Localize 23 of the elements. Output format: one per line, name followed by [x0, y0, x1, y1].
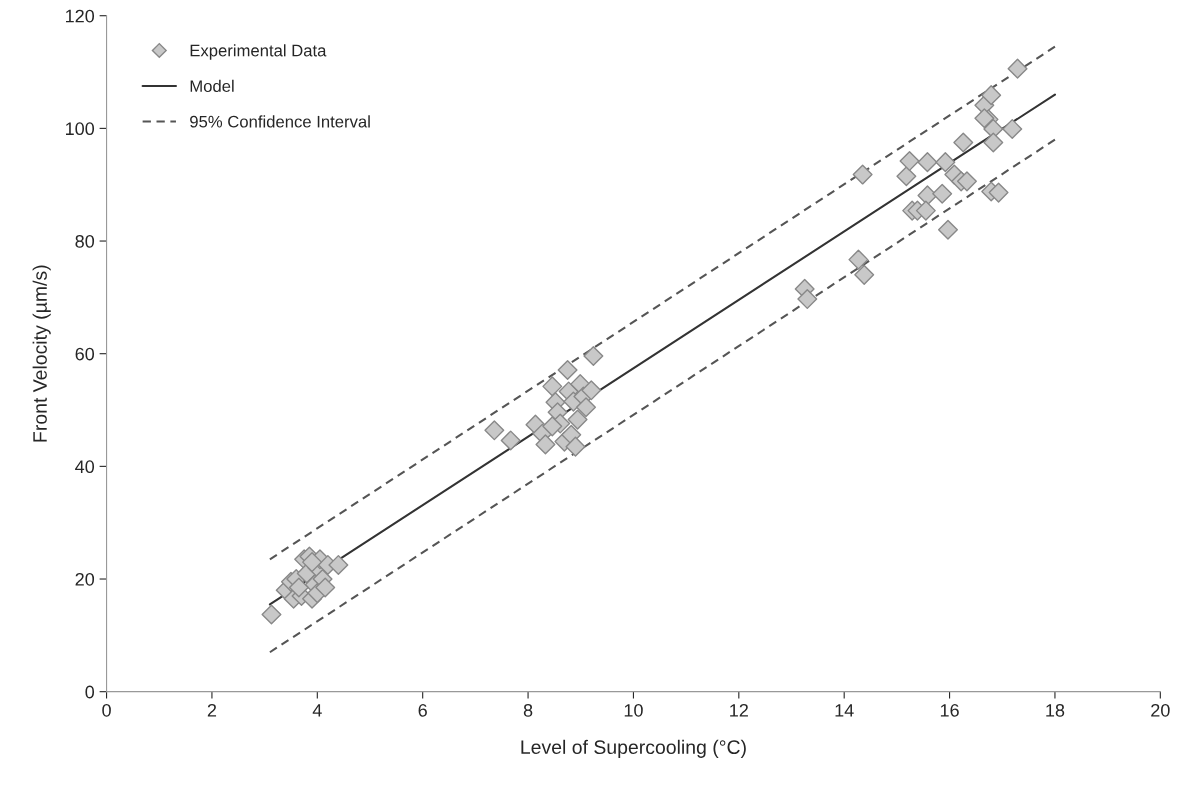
x-tick-label: 10 [624, 703, 643, 717]
y-tick-label: 100 [66, 122, 95, 136]
x-tick-label: 14 [835, 704, 854, 717]
y-tick-label: 120 [66, 9, 95, 23]
x-tick-label: 20 [1151, 703, 1170, 717]
x-tick-label: 12 [730, 703, 748, 717]
y-tick-label: 60 [75, 347, 95, 361]
y-axis-title: Front Velocity (µm/s) [32, 265, 51, 442]
y-tick-label: 20 [75, 572, 95, 586]
x-axis-title: Level of Supercooling (°C) [521, 739, 746, 758]
x-tick-label: 4 [312, 704, 322, 717]
x-tick-label: 2 [207, 703, 217, 717]
x-tick-label: 16 [940, 703, 959, 717]
legend-label: 95% Confidence Interval [190, 115, 370, 128]
x-tick-label: 6 [418, 703, 427, 717]
x-tick-label: 0 [102, 703, 111, 717]
x-tick-label: 18 [1046, 703, 1065, 717]
legend-label: Experimental Data [190, 44, 327, 60]
y-tick-label: 80 [75, 234, 95, 248]
y-tick-label: 40 [75, 460, 95, 474]
legend-label: Model [190, 79, 234, 93]
y-tick-label: 0 [85, 685, 95, 699]
x-tick-label: 8 [523, 703, 533, 717]
